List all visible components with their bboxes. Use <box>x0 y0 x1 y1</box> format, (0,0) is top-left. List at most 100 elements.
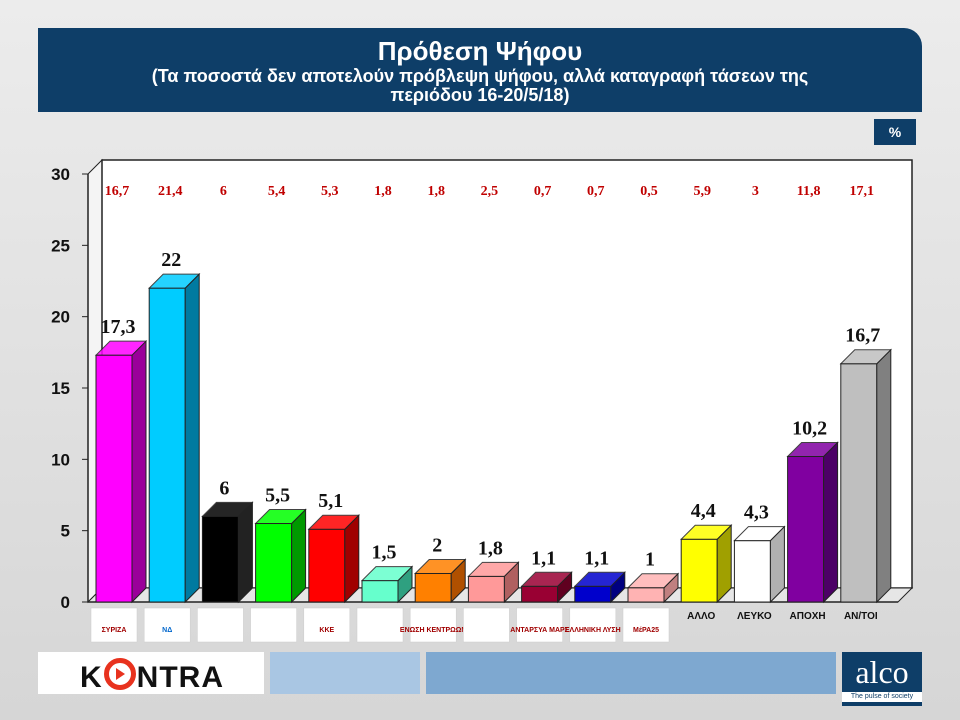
bar-front <box>840 363 878 603</box>
category-label: ΑΝ/ΤΟΙ <box>844 611 878 622</box>
bar-front <box>467 575 505 603</box>
bar-top <box>413 558 467 574</box>
subtitle-line-2: περιόδου 16-20/5/18) <box>390 85 570 105</box>
bar-value-label: 10,2 <box>792 417 827 439</box>
bar-front <box>308 528 346 603</box>
y-tick-label: 20 <box>51 308 70 327</box>
bar-top <box>839 349 893 365</box>
party-logo-label: ΜέΡΑ25 <box>633 627 659 634</box>
bar-top <box>147 273 201 289</box>
category-label: ΛΕΥΚΟ <box>737 611 772 622</box>
previous-value-label: 11,8 <box>797 184 821 199</box>
y-tick-label: 30 <box>51 165 70 184</box>
party-logo-label: ΕΝΩΣΗ ΚΕΝΤΡΩΩΝ <box>400 627 467 634</box>
party-logo-label: ΕΛΛΗΝΙΚΗ ΛΥΣΗ <box>565 627 621 634</box>
previous-value-label: 1,8 <box>427 184 445 199</box>
previous-value-label: 2,5 <box>481 184 499 199</box>
party-logo-box <box>90 607 138 643</box>
bar-value-label: 4,3 <box>744 502 769 524</box>
previous-value-label: 21,4 <box>158 184 183 199</box>
bar-top <box>786 441 839 457</box>
bar-top <box>733 526 786 542</box>
bar-value-label: 1,8 <box>478 537 503 559</box>
header-banner: Πρόθεση Ψήφου (Τα ποσοστά δεν αποτελούν … <box>38 28 922 112</box>
bar-front <box>148 287 186 603</box>
bar-value-label: 6 <box>219 477 229 499</box>
previous-value-label: 5,9 <box>693 184 711 199</box>
party-logo-label: ΣΥΡΙΖΑ <box>102 627 127 634</box>
previous-value-label: 5,4 <box>268 184 286 199</box>
bar-value-label: 1,1 <box>531 547 556 569</box>
bar-front <box>95 354 133 603</box>
bar-side <box>876 348 892 604</box>
bar-top <box>360 566 414 582</box>
previous-value-label: 16,7 <box>105 184 130 199</box>
party-logo-label: ΑΝΤΑΡΣΥΑ ΜΑΡΣ <box>510 627 569 634</box>
bar-top <box>520 571 573 587</box>
bar-value-label: 2 <box>432 534 442 556</box>
previous-value-label: 0,5 <box>640 184 658 199</box>
bar-value-label: 17,3 <box>101 316 136 338</box>
party-logo-box <box>409 607 457 643</box>
bar-value-label: 1 <box>645 549 655 571</box>
party-logo-box <box>197 607 244 643</box>
previous-value-label: 0,7 <box>534 184 552 199</box>
bar-value-label: 22 <box>161 249 181 271</box>
bar-front <box>574 585 612 603</box>
party-logo-box <box>356 607 404 643</box>
bar-front <box>787 455 825 603</box>
bar-top <box>626 573 680 589</box>
bar-side <box>344 514 360 604</box>
bar-side <box>184 272 200 604</box>
page-title: Πρόθεση Ψήφου <box>377 36 583 66</box>
bar-front <box>361 580 399 603</box>
bar-chart: 0 5 10 15 20 25 30 17,3 16,7 ΣΥΡΙΖΑ 22 21,4 ΝΔ 6 6 5,5 5… <box>51 158 914 643</box>
footer-left-panel <box>38 652 264 694</box>
party-logo-box <box>516 607 563 643</box>
bar-top <box>467 561 520 577</box>
party-logo-box <box>569 607 617 643</box>
bar-front <box>201 515 239 603</box>
bar-top <box>94 340 148 356</box>
bar-side <box>823 441 839 604</box>
bar-top <box>254 509 307 525</box>
party-logo-box <box>622 607 670 643</box>
y-tick-label: 0 <box>61 593 70 612</box>
category-label: ΑΠΟΧΗ <box>790 611 826 622</box>
bar-value-label: 1,5 <box>372 542 397 564</box>
bar-side <box>237 501 253 604</box>
footer-bar-mid <box>426 652 836 694</box>
bar-value-label: 5,5 <box>265 485 290 507</box>
bar-top <box>679 524 733 540</box>
category-label: ΑΛΛΟ <box>687 611 715 622</box>
bar-value-label: 1,1 <box>584 547 609 569</box>
subtitle-line-1: (Τα ποσοστά δεν αποτελούν πρόβλεψη ψήφου… <box>151 66 809 86</box>
bar-front <box>733 540 771 603</box>
bar-front <box>627 587 665 603</box>
alco-logo-text: alco <box>855 654 909 690</box>
y-tick-label: 10 <box>51 450 70 469</box>
previous-value-label: 1,8 <box>374 184 392 199</box>
bar-side <box>291 508 307 604</box>
bar-top <box>201 501 254 517</box>
kontra-logo: K NTRA <box>80 658 224 695</box>
bar-top <box>307 514 361 530</box>
party-logo-box <box>303 607 351 643</box>
bar-front <box>680 538 718 603</box>
party-logo-box <box>250 607 297 643</box>
previous-value-label: 17,1 <box>850 184 875 199</box>
bar-front <box>521 585 559 603</box>
alco-logo: alco The pulse of society <box>842 652 922 706</box>
unit-badge: % <box>874 119 916 145</box>
y-tick-label: 15 <box>51 379 70 398</box>
bar-value-label: 16,7 <box>845 325 880 347</box>
party-logo-label: ΚΚΕ <box>319 627 334 634</box>
previous-value-label: 3 <box>752 184 759 199</box>
party-logo-box <box>143 607 191 643</box>
y-tick-label: 25 <box>51 236 70 255</box>
y-tick-label: 5 <box>61 522 70 541</box>
footer-bar-light <box>270 652 420 694</box>
bar-front <box>414 572 452 603</box>
bar-value-label: 4,4 <box>691 500 716 522</box>
bar-top <box>573 571 627 587</box>
